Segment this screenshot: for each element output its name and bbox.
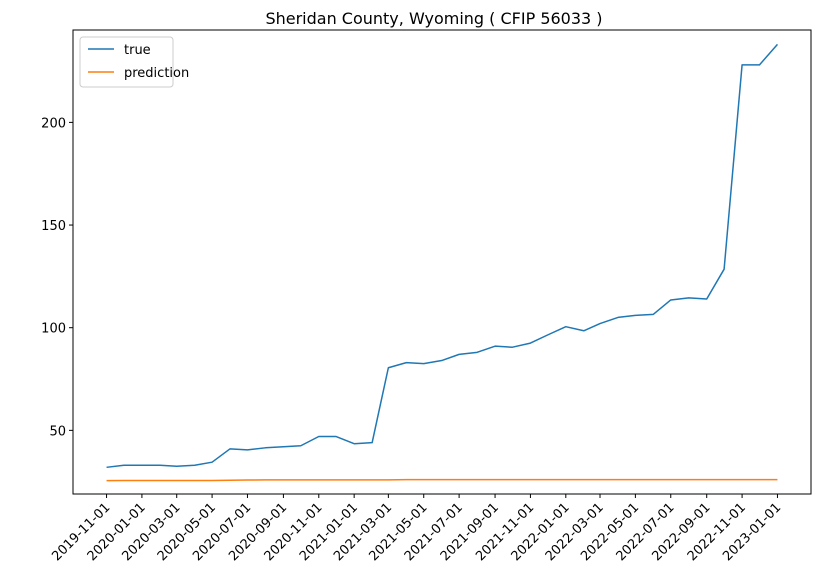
y-tick-label: 100	[41, 322, 66, 337]
legend: true prediction	[79, 36, 189, 88]
legend-prediction-label: prediction	[124, 66, 189, 81]
series-line-prediction	[106, 478, 778, 482]
chart-title: Sheridan County, Wyoming ( CFIP 56033 )	[265, 9, 602, 28]
series-line-true	[106, 43, 779, 469]
axes-frame	[72, 29, 812, 495]
y-tick-label: 50	[49, 424, 66, 439]
y-tick-label: 150	[41, 219, 66, 234]
y-tick-label: 200	[41, 116, 66, 131]
legend-true-label: true	[124, 43, 151, 58]
